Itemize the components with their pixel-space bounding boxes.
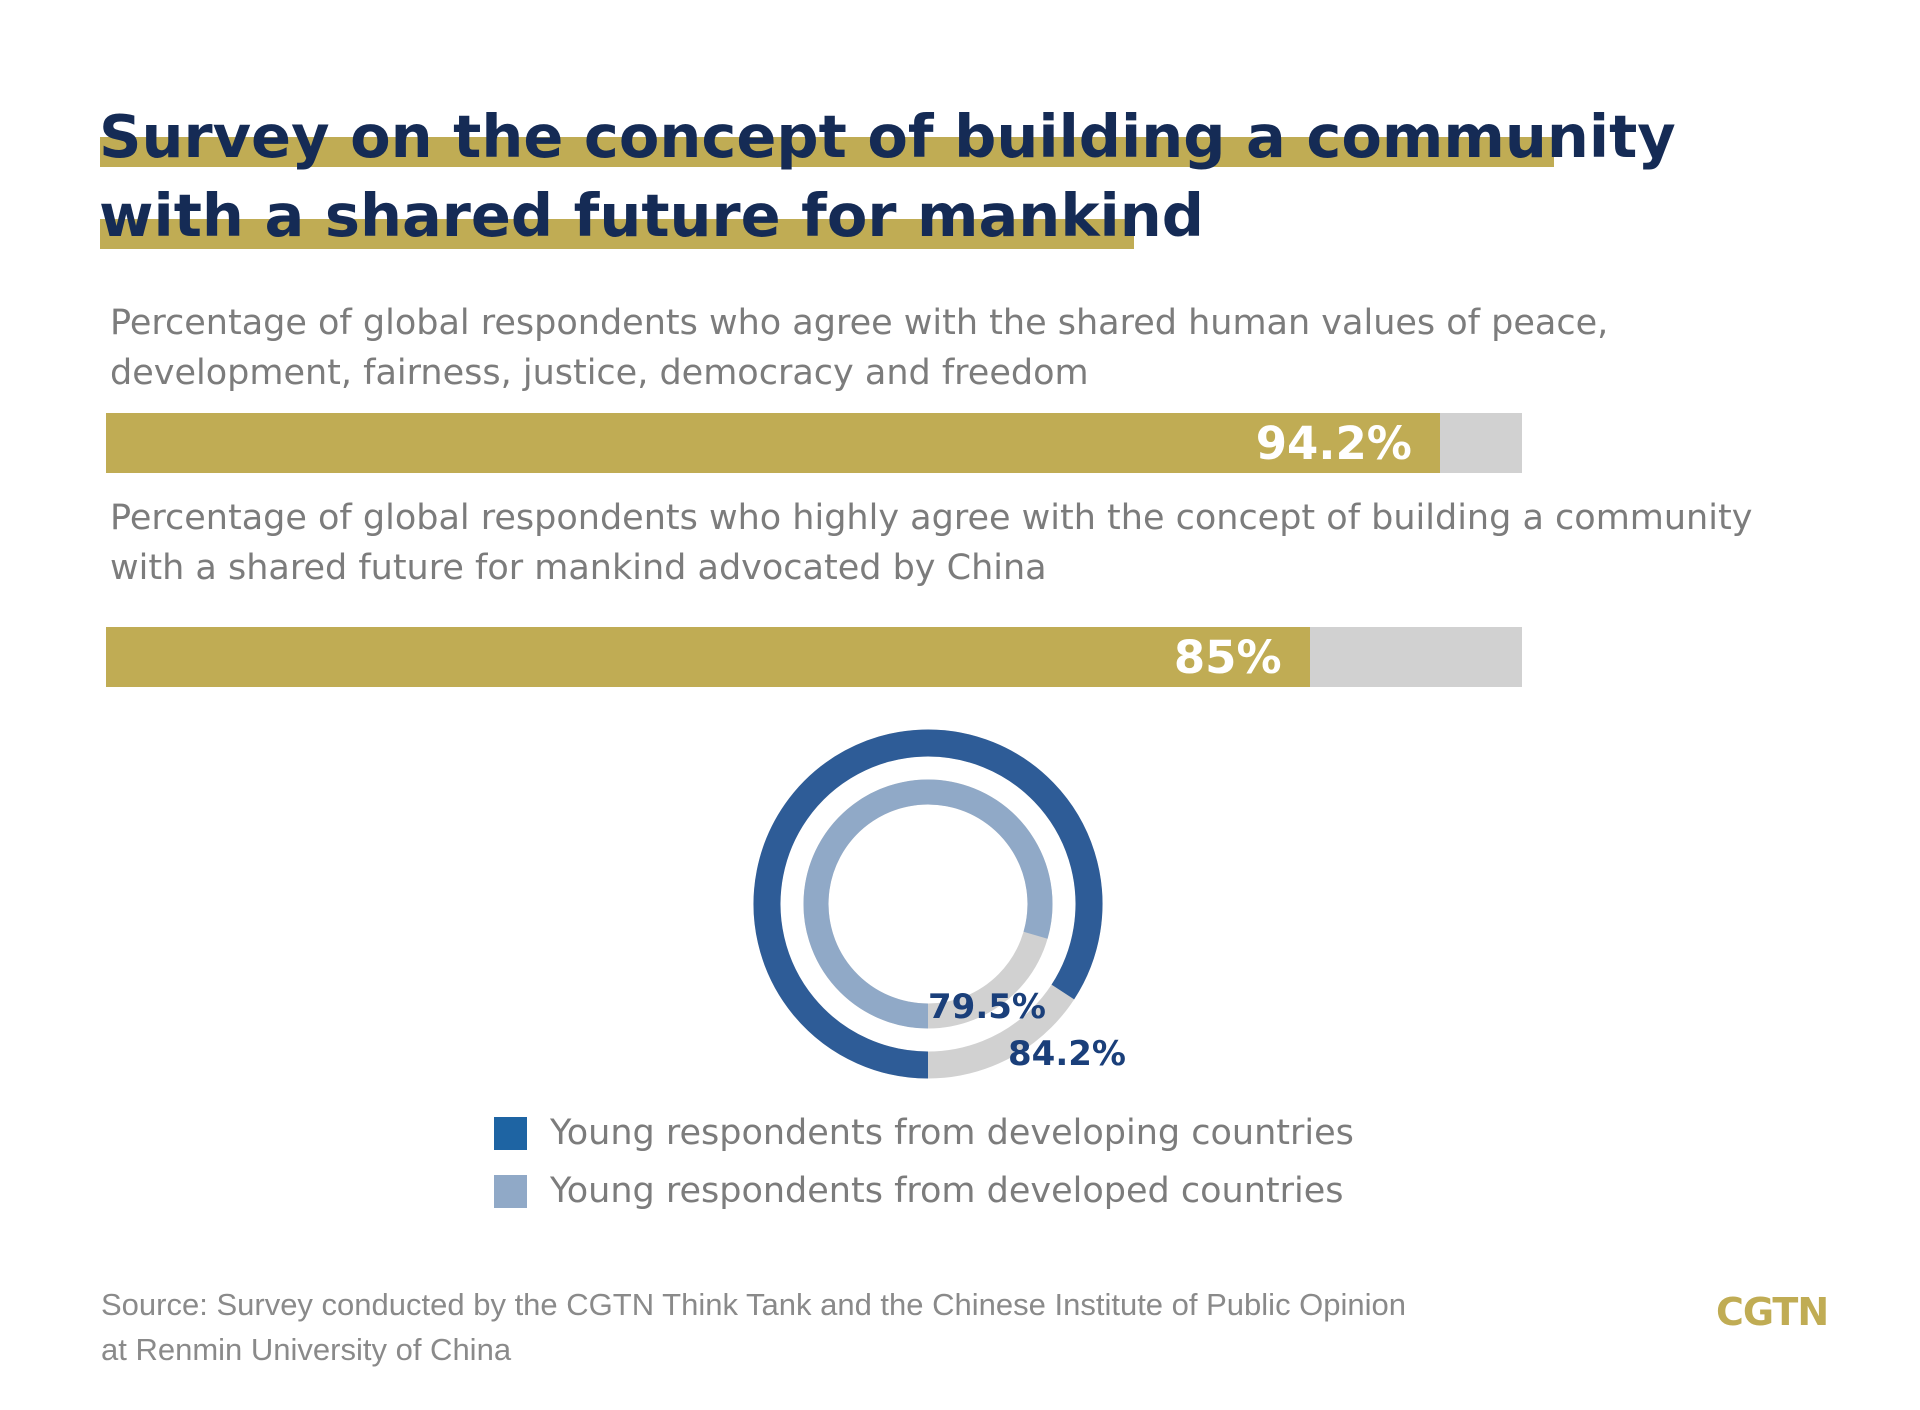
bar-2-track: 85% xyxy=(106,627,1522,687)
developed-value-label: 79.5% xyxy=(928,987,1046,1027)
source-line-2: at Renmin University of China xyxy=(101,1332,512,1367)
legend-swatch-developing xyxy=(494,1117,527,1150)
title-highlight-1 xyxy=(100,137,1554,167)
legend-label-developing: Young respondents from developing countr… xyxy=(550,1113,1354,1153)
bar-1-fill xyxy=(106,413,1440,473)
bar-1-description: Percentage of global respondents who agr… xyxy=(110,303,1609,393)
developing-value-label: 84.2% xyxy=(1008,1034,1126,1074)
bar-1-value-label: 94.2% xyxy=(1255,417,1412,470)
source-note: Source: Survey conducted by the CGTN Thi… xyxy=(101,1282,1406,1372)
source-line-1: Source: Survey conducted by the CGTN Thi… xyxy=(101,1287,1407,1322)
chart-title-line-2: with a shared future for mankind xyxy=(99,181,1205,250)
cgtn-logo: CGTN xyxy=(1716,1290,1829,1334)
legend-label-developed: Young respondents from developed countri… xyxy=(550,1171,1344,1211)
bar-2-description: Percentage of global respondents who hig… xyxy=(110,498,1753,588)
bar-2-fill xyxy=(106,627,1310,687)
chart-title-line-1: Survey on the concept of building a comm… xyxy=(99,102,1676,171)
outer-ring-developing-arc xyxy=(753,729,1103,1079)
bar-1-track: 94.2% xyxy=(106,413,1522,473)
inner-ring-developed-arc xyxy=(803,779,1053,1029)
bar-2-value-label: 85% xyxy=(1173,631,1282,684)
title-highlight-2 xyxy=(100,219,1134,249)
legend-swatch-developed xyxy=(494,1175,527,1208)
